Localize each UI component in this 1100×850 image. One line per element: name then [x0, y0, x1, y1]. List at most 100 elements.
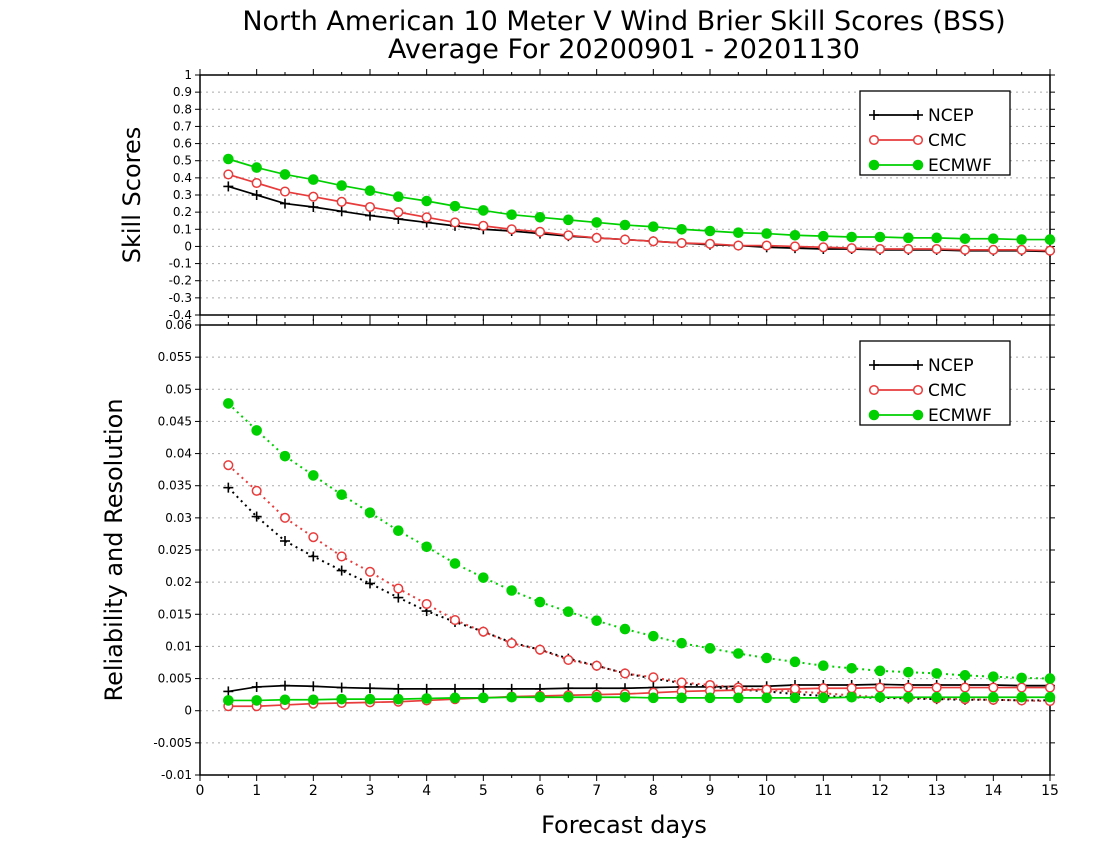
data-point [959, 233, 971, 245]
legend-label: CMC [928, 131, 966, 151]
legend-box [859, 90, 1011, 176]
legend-box [859, 340, 1011, 426]
data-point [534, 211, 546, 223]
data-point [704, 238, 716, 249]
data-point [449, 615, 461, 626]
data-point [308, 551, 319, 562]
legend-label: ECMWF [928, 406, 992, 426]
data-point [704, 692, 716, 704]
data-point [648, 692, 659, 704]
legend-marker [912, 409, 924, 421]
data-point [563, 214, 574, 226]
data-point [251, 681, 262, 692]
data-point [619, 219, 631, 231]
data-point [534, 596, 546, 608]
legend-label: CMC [928, 381, 966, 401]
data-point [1016, 691, 1027, 703]
data-point [931, 691, 942, 703]
data-point [223, 398, 234, 409]
data-point [789, 656, 801, 668]
y-tick-label: 0.015 [158, 607, 192, 621]
data-point [733, 240, 744, 251]
data-point [506, 638, 517, 649]
x-tick-label: 12 [871, 783, 889, 799]
data-point [450, 683, 460, 694]
data-point [336, 565, 347, 576]
data-point [903, 691, 914, 703]
data-point [478, 572, 489, 583]
data-point [280, 680, 290, 691]
data-point [223, 153, 234, 165]
legend-marker [912, 159, 924, 171]
data-point [619, 691, 631, 703]
y-tick-label: 0.005 [158, 672, 192, 686]
data-point [393, 683, 404, 694]
data-point [336, 693, 347, 705]
data-point [733, 692, 744, 704]
x-tick-label: 10 [758, 783, 776, 799]
data-point [733, 227, 744, 239]
x-tick-label: 0 [196, 783, 205, 799]
legend-marker [913, 110, 923, 120]
y-tick-label: 0.5 [173, 154, 192, 168]
skill-scores-panel: -0.4 -0.3 -0.2 -0.1 0 0.1 0.2 0.3 0.4 0.5 0.6 0.7 0.… [118, 68, 1056, 322]
data-point [563, 654, 574, 665]
data-point [308, 202, 319, 212]
data-point [931, 232, 942, 244]
data-point [478, 205, 489, 216]
data-point [648, 672, 659, 683]
y-tick-label: -0.2 [169, 274, 192, 288]
data-point [365, 683, 375, 694]
data-point [280, 198, 290, 209]
legend-marker [869, 360, 879, 370]
data-point [336, 489, 347, 501]
data-point [308, 681, 319, 692]
data-point [903, 666, 914, 678]
data-point [365, 210, 375, 221]
series-ecmwf-reliability [223, 691, 1056, 706]
data-point [223, 169, 234, 180]
data-point [534, 644, 546, 655]
data-point [761, 684, 772, 695]
y-tick-label: 0.9 [173, 85, 192, 99]
data-point [506, 585, 517, 596]
data-point [676, 677, 687, 688]
y-tick-label: 0.03 [165, 511, 192, 525]
data-point [251, 425, 262, 436]
y-tick-label: 0.05 [165, 382, 192, 396]
legend-label: NCEP [928, 356, 974, 376]
data-point [223, 482, 234, 493]
data-point [591, 217, 602, 228]
y-tick-label: 0.4 [173, 171, 192, 185]
x-tick-label: 7 [592, 783, 601, 799]
y-tick-label: -0.4 [169, 308, 192, 322]
x-tick-label: 14 [984, 783, 1002, 799]
data-point [591, 660, 602, 671]
data-point [676, 237, 687, 249]
data-point [676, 637, 687, 649]
data-point [789, 229, 801, 241]
data-point [308, 532, 319, 543]
data-point [449, 200, 461, 212]
y-tick-label: 0.3 [173, 188, 192, 202]
data-point [704, 225, 716, 237]
data-point [648, 236, 659, 247]
data-point [903, 682, 914, 693]
data-point [393, 525, 404, 537]
data-point [846, 243, 857, 254]
data-point [704, 643, 716, 654]
legend-marker [868, 409, 880, 421]
data-point [846, 662, 857, 674]
legend-marker [912, 134, 924, 146]
data-point [364, 201, 376, 213]
data-point [846, 683, 857, 694]
data-point [959, 691, 971, 703]
data-point [364, 693, 376, 705]
data-point [818, 242, 829, 253]
reliability-resolution-panel: -0.01 -0.005 0 0.005 0.01 0.015 0.02 0.025 0.03 0… [100, 318, 1059, 799]
y-tick-label: 0.02 [165, 575, 192, 589]
y-tick-label: -0.3 [169, 291, 192, 305]
data-point [1016, 244, 1027, 255]
data-point [223, 686, 234, 697]
data-point [251, 162, 262, 173]
